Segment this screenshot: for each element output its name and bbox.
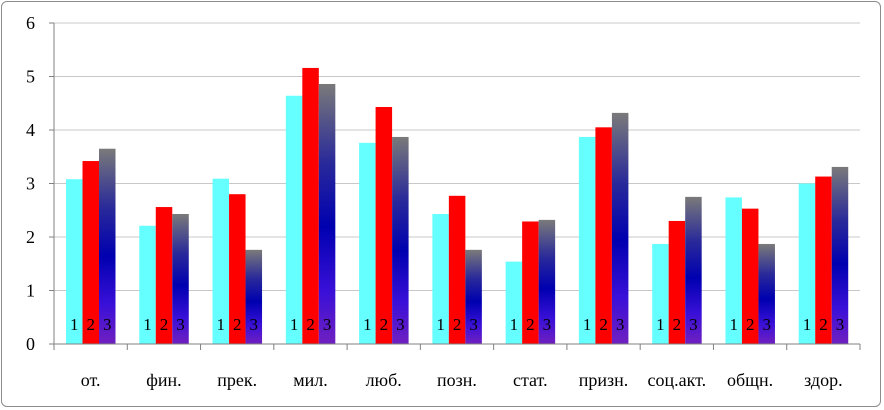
x-tick-label: призн. [579, 370, 629, 390]
bar-series-3 [538, 219, 556, 344]
y-tick-label: 1 [26, 281, 35, 301]
x-tick-label: общн. [727, 370, 773, 390]
x-tick-label: стат. [513, 370, 548, 390]
bar-series-label: 1 [436, 315, 445, 334]
bar-series-label: 1 [583, 315, 592, 334]
y-tick-label: 6 [26, 13, 35, 33]
bar-series-3 [172, 213, 189, 344]
bar-series-2 [155, 207, 173, 344]
bar-series-2 [668, 220, 686, 344]
bar-series-label: 2 [380, 315, 389, 334]
x-tick-label: соц.акт. [647, 370, 706, 390]
bar-series-3 [392, 136, 409, 344]
bar-series-3 [611, 112, 629, 344]
bar-series-label: 2 [599, 315, 608, 334]
y-tick-label: 0 [26, 334, 35, 354]
bar-series-2 [448, 195, 466, 344]
y-tick-label: 4 [26, 120, 35, 140]
bar-series-label: 3 [689, 315, 698, 334]
y-tick-label: 5 [26, 67, 35, 87]
bar-series-label: 2 [526, 315, 535, 334]
bar-series-label: 3 [836, 315, 845, 334]
bar-series-1 [432, 213, 449, 344]
bar-series-1 [798, 183, 816, 344]
x-tick-label: от. [81, 370, 101, 390]
bar-series-3 [99, 148, 116, 344]
bar-series-label: 2 [819, 315, 828, 334]
bar-series-3 [685, 196, 702, 344]
bar-series-label: 1 [290, 315, 299, 334]
bar-series-1 [725, 197, 742, 344]
bar-series-3 [465, 249, 482, 344]
bar-series-label: 2 [673, 315, 682, 334]
bar-series-3 [758, 243, 775, 344]
bar-series-label: 1 [70, 315, 79, 334]
bar-series-label: 1 [143, 315, 152, 334]
bar-series-label: 2 [233, 315, 242, 334]
bar-series-label: 1 [803, 315, 812, 334]
bar-series-2 [741, 208, 759, 344]
bar-series-1 [359, 142, 376, 344]
bar-series-2 [302, 67, 319, 344]
bar-series-2 [375, 106, 393, 345]
bar-series-label: 3 [323, 315, 332, 334]
bar-series-3 [318, 83, 336, 345]
bar-series-label: 3 [543, 315, 552, 334]
bar-series-1 [505, 261, 523, 344]
bar-series-2 [815, 176, 832, 344]
bar-series-label: 3 [616, 315, 625, 334]
bar-series-label: 2 [453, 315, 462, 334]
bar-series-label: 2 [306, 315, 315, 334]
bar-series-label: 1 [729, 315, 738, 334]
bar-series-label: 3 [103, 315, 112, 334]
x-tick-label: позн. [437, 370, 477, 390]
bar-series-1 [285, 95, 303, 344]
bar-series-label: 3 [176, 315, 185, 334]
bar-series-label: 1 [510, 315, 519, 334]
y-tick-label: 2 [26, 227, 35, 247]
bar-series-label: 2 [87, 315, 96, 334]
bar-series-label: 3 [250, 315, 259, 334]
bar-series-2 [229, 194, 246, 344]
bar-series-label: 1 [217, 315, 226, 334]
bar-series-3 [831, 166, 849, 344]
x-tick-label: мил. [293, 370, 328, 390]
bar-series-1 [66, 179, 83, 344]
x-tick-label: люб. [366, 370, 402, 390]
bar-series-label: 1 [656, 315, 665, 334]
x-tick-label: прек. [217, 370, 257, 390]
bar-series-1 [212, 178, 230, 344]
bar-series-label: 2 [160, 315, 169, 334]
bar-series-label: 1 [363, 315, 372, 334]
bar-series-label: 3 [396, 315, 405, 334]
bar-series-1 [578, 136, 596, 344]
bar-series-1 [139, 225, 156, 344]
bar-series-3 [245, 249, 263, 344]
bar-series-1 [652, 243, 669, 344]
bar-series-2 [595, 127, 612, 344]
bar-series-label: 3 [469, 315, 478, 334]
x-tick-label: здор. [804, 370, 842, 390]
bar-series-2 [82, 161, 99, 344]
y-tick-label: 3 [26, 174, 35, 194]
bar-series-label: 3 [762, 315, 771, 334]
bar-series-2 [522, 221, 539, 344]
bar-series-label: 2 [746, 315, 755, 334]
x-tick-label: фин. [146, 370, 181, 390]
